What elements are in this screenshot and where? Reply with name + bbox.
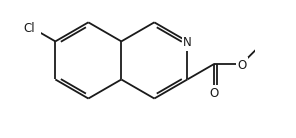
Text: O: O bbox=[237, 59, 246, 72]
Text: O: O bbox=[210, 87, 219, 100]
Text: Cl: Cl bbox=[23, 22, 35, 34]
Text: N: N bbox=[183, 36, 192, 49]
